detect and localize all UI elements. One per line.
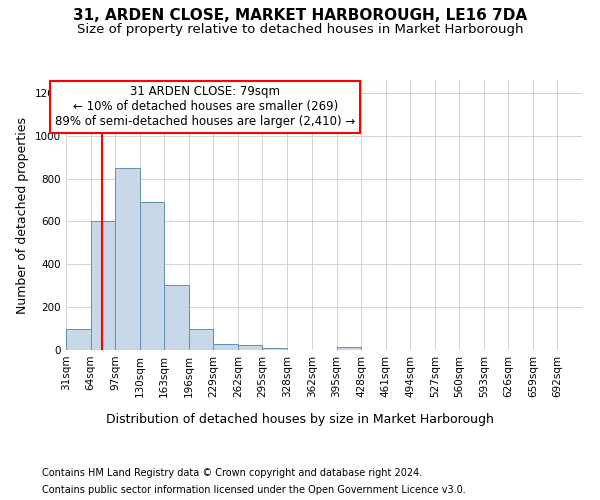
Bar [337, 347, 361, 350]
Bar [188, 328, 213, 350]
Bar [91, 222, 115, 350]
Text: Contains public sector information licensed under the Open Government Licence v3: Contains public sector information licen… [42, 485, 466, 495]
Bar [66, 328, 91, 350]
Text: 31, ARDEN CLOSE, MARKET HARBOROUGH, LE16 7DA: 31, ARDEN CLOSE, MARKET HARBOROUGH, LE16… [73, 8, 527, 22]
Bar [262, 348, 287, 350]
Bar [213, 344, 238, 350]
Text: Size of property relative to detached houses in Market Harborough: Size of property relative to detached ho… [77, 22, 523, 36]
Bar [238, 344, 262, 350]
Bar [164, 284, 188, 350]
Y-axis label: Number of detached properties: Number of detached properties [16, 116, 29, 314]
Text: Distribution of detached houses by size in Market Harborough: Distribution of detached houses by size … [106, 412, 494, 426]
Bar [140, 202, 164, 350]
Text: 31 ARDEN CLOSE: 79sqm
← 10% of detached houses are smaller (269)
89% of semi-det: 31 ARDEN CLOSE: 79sqm ← 10% of detached … [55, 86, 355, 128]
Bar [115, 168, 140, 350]
Text: Contains HM Land Registry data © Crown copyright and database right 2024.: Contains HM Land Registry data © Crown c… [42, 468, 422, 477]
